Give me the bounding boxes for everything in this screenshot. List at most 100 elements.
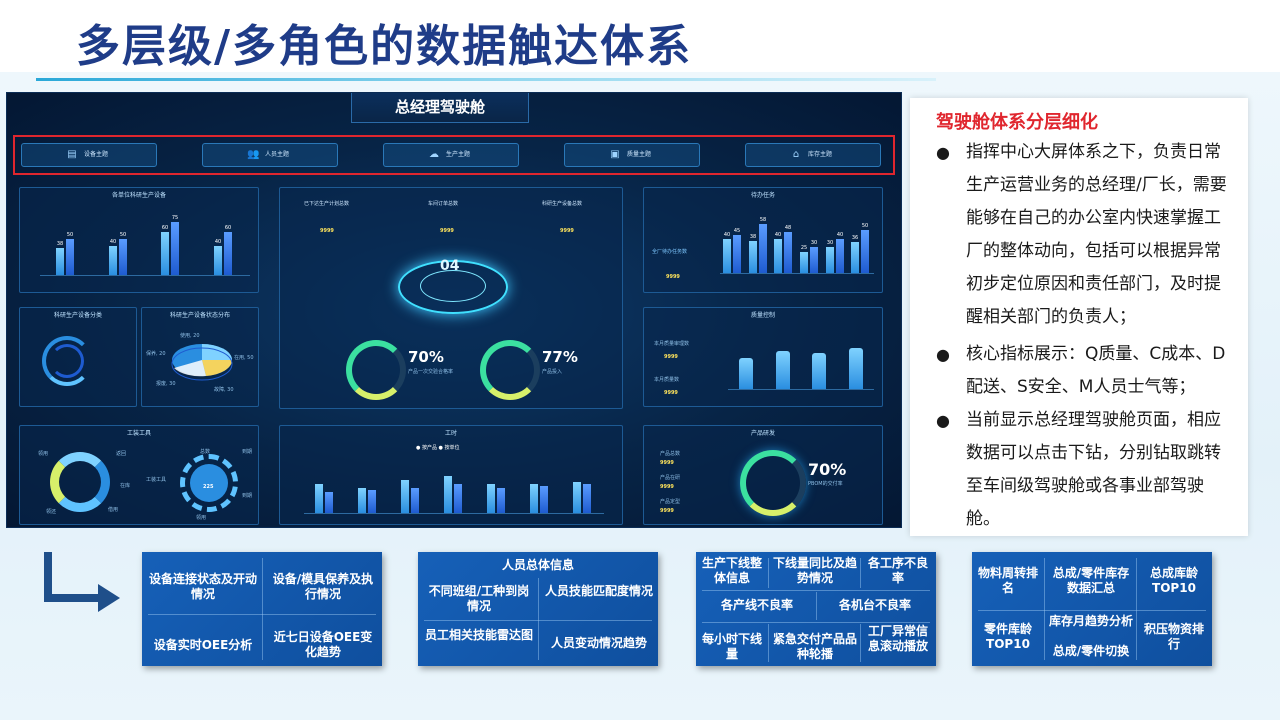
bar-value-label: 38 <box>56 241 64 247</box>
card-item: 设备连接状态及开动情况 <box>148 572 257 601</box>
pbom-gauge <box>740 450 806 516</box>
card-item: 各工序不良率 <box>867 556 928 585</box>
center-ring-value: 04 <box>440 258 460 274</box>
bar-value-label: 48 <box>784 225 792 231</box>
panel-title: 产品研发 <box>750 430 775 437</box>
tools-label: 领还 <box>46 509 57 515</box>
input-percent: 77% <box>542 348 578 366</box>
chart-bar <box>444 476 452 513</box>
tools-label: 在库 <box>120 483 131 489</box>
bullet-text: 指挥中心大屏体系之下，负责日常生产运营业务的总经理/厂长，需要能够在自己的办公室… <box>966 142 1227 327</box>
bar-value-label: 40 <box>723 232 731 238</box>
tab-inventory-theme[interactable]: ⌂ 库存主题 <box>745 143 881 167</box>
quality-value: 9999 <box>664 354 678 360</box>
chart-bar <box>739 358 753 389</box>
tab-production-theme[interactable]: ☁ 生产主题 <box>383 143 519 167</box>
chart-bar <box>109 246 117 275</box>
panel-title: 工装工具 <box>126 430 151 437</box>
card-item: 零件库龄TOP10 <box>983 622 1032 651</box>
card-item: 不同班组/工种到岗情况 <box>428 584 530 613</box>
chart-bar <box>530 484 538 513</box>
chart-bar <box>224 232 232 275</box>
explanation-heading: 驾驶舱体系分层细化 <box>936 112 1098 133</box>
legend-item: 按单位 <box>444 445 460 451</box>
panel-device-category: 科研生产设备分类 <box>19 307 137 407</box>
chart-bar <box>733 235 741 273</box>
chart-bar <box>540 486 548 513</box>
bullet-item: ● 核心指标展示：Q质量、C成本、D配送、S安全、M人员士气等； <box>936 338 1236 404</box>
card-item: 各机台不良率 <box>838 598 911 612</box>
center-hologram-ring <box>398 260 508 314</box>
card-item: 人员变动情况趋势 <box>550 636 647 650</box>
users-icon: 👥 <box>247 149 260 160</box>
panel-todo: 待办任务 全厂待办任务数 9999 40 45 38 58 40 48 25 30 30 40 36… <box>643 187 883 293</box>
card-item: 下线量同比及趋势情况 <box>772 556 857 585</box>
chart-bar <box>810 247 818 273</box>
stat-label: 已下达生产计划总数 <box>304 201 350 207</box>
product-value: 9999 <box>660 484 674 490</box>
drill-down-arrow-icon <box>44 552 120 612</box>
category-inner-ring <box>50 344 84 378</box>
todo-bar-chart: 40 45 38 58 40 48 25 30 30 40 36 50 <box>720 214 874 274</box>
tools-total-value: 225 <box>203 484 214 490</box>
stat-label: 车间订单总数 <box>428 201 459 207</box>
bar-value-label: 30 <box>826 240 834 246</box>
chart-bar <box>759 224 767 273</box>
bar-value-label: 75 <box>171 215 179 221</box>
card-item: 总成库龄TOP10 <box>1149 566 1198 595</box>
card-item: 工厂异常信息滚动播放 <box>867 624 928 653</box>
title-underline <box>36 78 936 81</box>
panel-title: 科研生产设备状态分布 <box>169 312 230 319</box>
product-label: 产品在研 <box>660 475 681 481</box>
bar-value-label: 30 <box>810 240 818 246</box>
gauge-pass-rate <box>346 340 406 400</box>
panel-quality: 质量控制 本月质量审理数 9999 本月质量数 9999 <box>643 307 883 407</box>
card-header: 人员总体信息 <box>501 558 574 572</box>
bar-value-label: 50 <box>861 223 869 229</box>
tools-label: 到期 <box>242 493 253 499</box>
chart-bar <box>861 230 869 273</box>
chart-bar <box>214 246 222 275</box>
chart-bar <box>56 248 64 275</box>
tab-quality-theme[interactable]: ▣ 质量主题 <box>564 143 700 167</box>
chart-bar <box>784 232 792 273</box>
card-item: 总成/零件切换 <box>1052 644 1130 658</box>
category-radial-gauge <box>42 336 92 386</box>
chart-bar <box>161 232 169 275</box>
tools-label: 到期 <box>242 449 253 455</box>
panel-product-dev: 产品研发 产品总数 9999 产品在研 9999 产品定型 9999 70% P… <box>643 425 883 525</box>
tools-label: 总数 <box>200 449 211 455</box>
card-inventory: 物料周转排名 总成/零件库存数据汇总 总成库龄TOP10 零件库龄TOP10 库… <box>972 552 1212 666</box>
pie-label: 故障, 30 <box>214 387 234 393</box>
device-bar-chart: 38 50 40 50 60 75 40 60 <box>40 210 250 276</box>
chart-bar <box>487 484 495 513</box>
pie-label: 在用, 50 <box>234 355 254 361</box>
chart-bar <box>849 348 863 389</box>
bullet-item: ● 当前显示总经理驾驶舱页面，相应数据可以点击下钻，分别钻取跳转至车间级驾驶舱或各… <box>936 404 1236 536</box>
bar-value-label: 40 <box>109 239 117 245</box>
tools-total-center <box>190 464 228 502</box>
cockpit-title: 总经理驾驶舱 <box>351 93 529 123</box>
card-item: 总成/零件库存数据汇总 <box>1052 566 1130 595</box>
tab-device-theme[interactable]: ▤ 设备主题 <box>21 143 157 167</box>
status-pie-chart <box>171 344 233 381</box>
manager-cockpit-screenshot: 总经理驾驶舱 ▤ 设备主题 👥 人员主题 ☁ 生产主题 ▣ 质量主题 ⌂ 库存主题 各单位… <box>6 92 902 528</box>
chart-bar <box>368 490 376 513</box>
pie-label: 报废, 30 <box>156 381 176 387</box>
bar-value-label: 60 <box>224 225 232 231</box>
bar-value-label: 36 <box>851 235 859 241</box>
chart-bar <box>358 488 366 513</box>
panel-title: 质量控制 <box>750 312 775 319</box>
chart-bar <box>454 484 462 513</box>
work-hours-legend: ● 按产品 ● 按单位 <box>416 445 460 451</box>
bar-value-label: 40 <box>214 239 222 245</box>
card-item: 员工相关技能雷达图 <box>424 628 533 642</box>
tab-personnel-theme[interactable]: 👥 人员主题 <box>202 143 338 167</box>
quality-label: 本月质量数 <box>654 377 680 383</box>
card-item: 紧急交付产品品种轮播 <box>772 632 857 661</box>
list-icon: ▤ <box>67 149 77 160</box>
card-device: 设备连接状态及开动情况 设备/模具保养及执行情况 设备实时OEE分析 近七日设备… <box>142 552 382 666</box>
chart-bar <box>119 239 127 275</box>
tools-label: 领用 <box>196 515 207 521</box>
